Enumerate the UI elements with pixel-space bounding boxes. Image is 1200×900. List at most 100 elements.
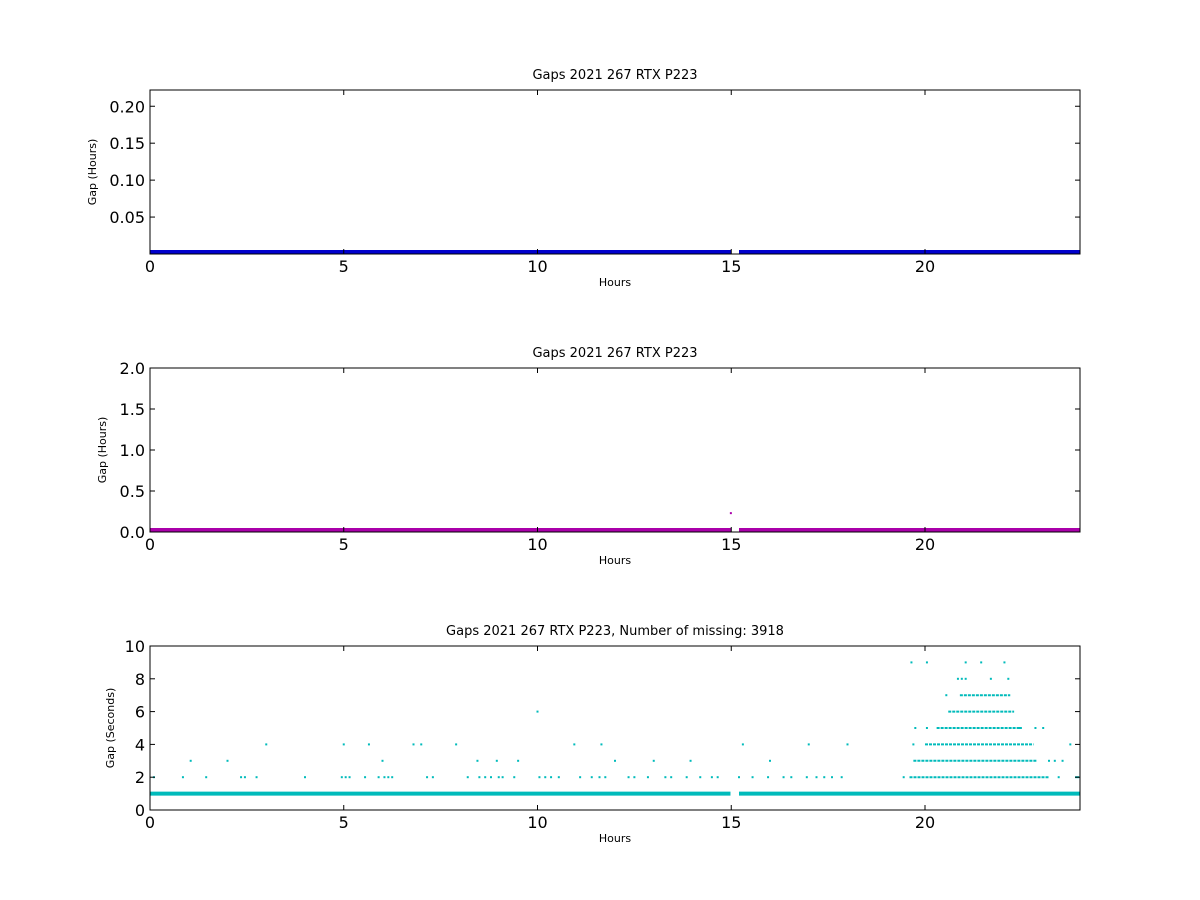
data-point xyxy=(431,776,434,779)
x-tick-label: 0 xyxy=(145,813,155,832)
y-tick-label: 10 xyxy=(125,637,145,656)
data-point xyxy=(741,743,744,746)
data-point xyxy=(846,743,849,746)
data-point xyxy=(538,776,541,779)
data-point xyxy=(807,743,810,746)
data-point xyxy=(381,759,384,762)
data-point xyxy=(699,776,702,779)
y-tick-label: 8 xyxy=(135,670,145,689)
x-tick-label: 10 xyxy=(527,257,547,276)
data-series xyxy=(150,512,1080,532)
chart-panel-3: Gaps 2021 267 RTX P223, Number of missin… xyxy=(104,624,1081,845)
chart-title: Gaps 2021 267 RTX P223 xyxy=(532,346,697,361)
data-point xyxy=(815,776,818,779)
data-point xyxy=(383,776,386,779)
data-point xyxy=(956,677,959,680)
data-point xyxy=(490,776,492,779)
data-point xyxy=(391,776,394,779)
y-axis-label: Gap (Hours) xyxy=(86,139,99,206)
data-point xyxy=(513,776,516,779)
data-point xyxy=(573,743,576,746)
x-tick-label: 15 xyxy=(721,813,741,832)
data-point xyxy=(1057,776,1060,779)
data-point xyxy=(364,776,367,779)
data-point xyxy=(767,776,770,779)
data-point xyxy=(1042,727,1045,729)
data-point xyxy=(980,251,983,254)
data-point xyxy=(240,776,243,779)
data-point xyxy=(980,661,983,664)
data-point xyxy=(1061,759,1064,762)
data-point xyxy=(1003,661,1006,664)
data-point xyxy=(466,776,469,779)
data-point xyxy=(377,776,380,779)
data-point xyxy=(974,251,977,254)
data-point xyxy=(738,776,740,779)
data-point xyxy=(664,776,667,779)
data-point xyxy=(544,776,547,779)
data-point xyxy=(912,743,915,746)
y-tick-label: 0.5 xyxy=(120,482,145,501)
data-point xyxy=(1007,677,1010,680)
y-tick-label: 6 xyxy=(135,703,145,722)
data-point xyxy=(455,743,458,746)
data-point xyxy=(501,776,504,779)
data-point xyxy=(517,759,520,762)
data-point xyxy=(805,776,808,779)
y-tick-label: 1.0 xyxy=(120,441,145,460)
data-point xyxy=(1034,727,1037,729)
data-point xyxy=(412,743,415,746)
data-point xyxy=(823,776,826,779)
data-series xyxy=(150,661,1080,796)
x-tick-label: 15 xyxy=(721,535,741,554)
y-tick-label: 0.15 xyxy=(109,134,145,153)
x-tick-label: 20 xyxy=(915,813,935,832)
data-point xyxy=(342,743,345,746)
chart-panel-2: Gaps 2021 267 RTX P223 0 5 10 15 20 0.0 0.5 1.0 1… xyxy=(96,346,1081,567)
data-point xyxy=(769,759,771,762)
data-point xyxy=(925,727,928,729)
y-tick-label: 1.5 xyxy=(120,400,145,419)
data-point xyxy=(367,743,370,746)
data-point xyxy=(557,776,560,779)
data-point xyxy=(387,776,390,779)
y-tick-label: 0 xyxy=(135,801,145,820)
axes-frame xyxy=(149,645,1081,811)
y-tick-label: 2 xyxy=(135,768,145,787)
x-axis-label: Hours xyxy=(599,832,631,845)
data-point xyxy=(1003,251,1006,254)
axes-frame xyxy=(149,89,1081,255)
y-tick-label: 0.20 xyxy=(109,97,145,116)
data-point xyxy=(189,759,192,762)
data-point xyxy=(914,727,917,729)
data-point xyxy=(265,743,268,746)
y-tick-label: 0.10 xyxy=(109,171,145,190)
data-point xyxy=(960,677,963,680)
data-point xyxy=(1053,759,1056,762)
data-point xyxy=(255,776,258,779)
data-point xyxy=(685,776,688,779)
data-point xyxy=(476,759,479,762)
data-point xyxy=(955,251,957,254)
data-point xyxy=(840,776,843,779)
x-tick-label: 15 xyxy=(721,257,741,276)
data-point xyxy=(478,776,481,779)
data-point xyxy=(729,512,732,515)
data-point xyxy=(646,776,649,779)
data-point xyxy=(304,776,306,779)
x-tick-label: 10 xyxy=(527,535,547,554)
chart-title: Gaps 2021 267 RTX P223, Number of missin… xyxy=(446,624,784,639)
data-series xyxy=(150,250,1080,254)
x-axis-label: Hours xyxy=(599,554,631,567)
chart-panel-1: Gaps 2021 267 RTX P223 0 5 10 15 20 0.05 0.10 0.… xyxy=(86,68,1081,289)
data-point xyxy=(226,759,229,762)
chart-title: Gaps 2021 267 RTX P223 xyxy=(532,68,697,83)
data-point xyxy=(689,759,692,762)
y-tick-label: 4 xyxy=(135,735,145,754)
data-point xyxy=(598,776,601,779)
x-tick-label: 20 xyxy=(915,257,935,276)
data-point xyxy=(710,776,713,779)
data-point xyxy=(579,776,582,779)
data-point xyxy=(590,776,593,779)
